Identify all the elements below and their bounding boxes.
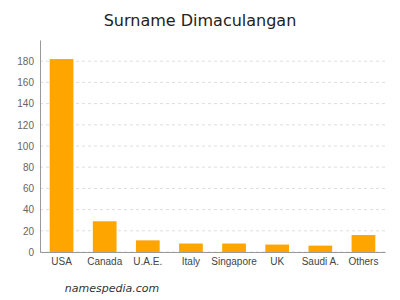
grid-line [40,167,385,168]
tick-label: 0 [28,247,34,258]
grid-line [40,146,385,147]
grid-line [40,230,385,231]
tick-label: 140 [17,98,34,109]
tick: 140 [17,98,40,109]
bar [222,244,246,252]
grid [40,61,385,252]
tick-label: UK [270,256,284,267]
x-axis: USA Canada U.A.E. Italy Singapore UK Saudi A. O… [41,253,386,268]
tick-label: Canada [87,256,122,267]
tick: 160 [17,77,40,88]
tick: Italy [182,256,200,267]
tick-label: 80 [23,162,35,173]
tick: 0 [28,247,40,258]
bar [265,245,289,252]
tick-label: USA [51,256,72,267]
tick-label: U.A.E. [133,256,162,267]
bar [136,240,160,252]
tick: 60 [23,183,40,194]
grid-line [40,252,385,253]
bar [93,221,117,252]
tick-label: 60 [23,183,35,194]
tick: 40 [23,204,40,215]
tick: 80 [23,162,40,173]
grid-line [40,124,385,125]
tick: 100 [17,141,40,152]
plot: 0 20 40 60 80 100 120 140 160 180 USA Canada U.A.E. I… [17,41,385,268]
axis-line [40,41,41,253]
tick-label: 100 [17,141,34,152]
bar [352,235,376,252]
axis-line [41,252,386,253]
grid-line [40,82,385,83]
tick-label: Singapore [211,256,257,267]
tick: 180 [17,56,40,67]
tick: Others [348,256,378,267]
tick-label: 160 [17,77,34,88]
tick: 20 [23,226,40,237]
title: Surname Dimaculangan [104,11,297,30]
tick-label: 120 [17,120,34,131]
tick: Canada [87,256,122,267]
tick: USA [51,256,72,267]
tick-label: Italy [182,256,200,267]
tick-label: 180 [17,56,34,67]
tick: UK [270,256,284,267]
grid-line [40,188,385,189]
grid-line [40,209,385,210]
grid-line [40,103,385,104]
tick: 120 [17,120,40,131]
tick-label: Saudi A. [302,256,339,267]
tick-label: 40 [23,204,35,215]
tick: Singapore [211,256,257,267]
tick: U.A.E. [133,256,162,267]
tick: Saudi A. [302,256,339,267]
bar [50,59,74,252]
bars [50,59,376,252]
y-axis: 0 20 40 60 80 100 120 140 160 180 [17,41,40,258]
bar [308,246,332,252]
tick-label: 20 [23,226,35,237]
bar [179,244,203,252]
annotation: namespedia.com [65,282,159,295]
grid-line [40,61,385,62]
chart: 0 20 40 60 80 100 120 140 160 180 USA Canada U.A.E. I… [0,0,400,300]
tick-label: Others [348,256,378,267]
